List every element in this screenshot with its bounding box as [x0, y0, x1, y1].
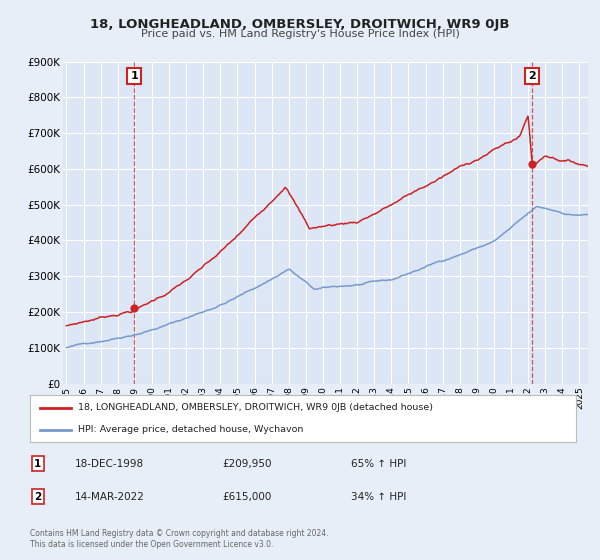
Text: 1: 1 [130, 71, 138, 81]
Point [130, 304, 139, 313]
Point [527, 159, 536, 168]
Text: 65% ↑ HPI: 65% ↑ HPI [351, 459, 406, 469]
Text: 34% ↑ HPI: 34% ↑ HPI [351, 492, 406, 502]
Text: 18-DEC-1998: 18-DEC-1998 [75, 459, 144, 469]
Text: £209,950: £209,950 [222, 459, 271, 469]
Text: £615,000: £615,000 [222, 492, 271, 502]
Text: 14-MAR-2022: 14-MAR-2022 [75, 492, 145, 502]
Text: Price paid vs. HM Land Registry's House Price Index (HPI): Price paid vs. HM Land Registry's House … [140, 29, 460, 39]
Text: 18, LONGHEADLAND, OMBERSLEY, DROITWICH, WR9 0JB (detached house): 18, LONGHEADLAND, OMBERSLEY, DROITWICH, … [78, 403, 433, 412]
Text: This data is licensed under the Open Government Licence v3.0.: This data is licensed under the Open Gov… [30, 540, 274, 549]
Text: 18, LONGHEADLAND, OMBERSLEY, DROITWICH, WR9 0JB: 18, LONGHEADLAND, OMBERSLEY, DROITWICH, … [90, 18, 510, 31]
Text: 2: 2 [34, 492, 41, 502]
Text: 1: 1 [34, 459, 41, 469]
Text: HPI: Average price, detached house, Wychavon: HPI: Average price, detached house, Wych… [78, 425, 304, 434]
Text: Contains HM Land Registry data © Crown copyright and database right 2024.: Contains HM Land Registry data © Crown c… [30, 529, 329, 538]
Text: 2: 2 [528, 71, 536, 81]
